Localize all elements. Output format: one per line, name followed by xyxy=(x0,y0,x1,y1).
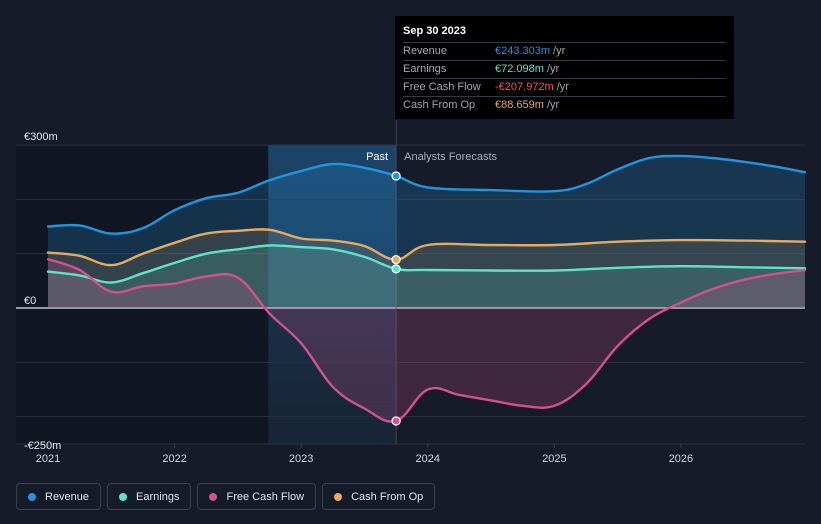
tooltip-label: Cash From Op xyxy=(403,99,476,111)
tooltip-unit: /yr xyxy=(546,99,560,111)
cfo-line xyxy=(46,228,807,267)
legend-item-cash-from-op[interactable]: Cash From Op xyxy=(322,483,436,510)
data-tooltip: Sep 30 2023 Revenue €243.303m /yr Earnin… xyxy=(395,16,734,119)
legend-label: Revenue xyxy=(45,490,90,503)
tooltip-unit: /yr xyxy=(546,63,560,75)
tooltip-label: Free Cash Flow xyxy=(403,81,481,93)
fcf-area xyxy=(48,259,805,422)
legend-label: Cash From Op xyxy=(351,490,424,503)
x-tick-label: 2025 xyxy=(542,453,566,465)
free-cash-flow-dot-icon xyxy=(209,492,218,501)
x-tick-label: 2021 xyxy=(36,453,60,465)
y-axis-label: €0 xyxy=(24,295,36,307)
earnings-area xyxy=(48,245,805,308)
tooltip-label: Revenue xyxy=(403,45,448,57)
earnings-marker xyxy=(391,264,401,274)
x-tick-label: 2026 xyxy=(669,453,693,465)
earnings-dot-icon xyxy=(119,492,128,501)
legend-item-earnings[interactable]: Earnings xyxy=(107,483,192,510)
chart-legend: Revenue Earnings Free Cash Flow Cash Fro… xyxy=(16,483,436,510)
y-axis-label: €300m xyxy=(24,131,58,143)
fcf-line xyxy=(46,257,807,423)
legend-item-free-cash-flow[interactable]: Free Cash Flow xyxy=(197,483,317,510)
past-label: Past xyxy=(366,151,388,163)
x-tick-label: 2022 xyxy=(162,453,186,465)
fcf-marker xyxy=(391,416,401,426)
highlight-band xyxy=(268,145,397,444)
tooltip-unit: /yr xyxy=(556,81,569,93)
legend-item-revenue[interactable]: Revenue xyxy=(16,483,102,510)
tooltip-row-revenue: Revenue €243.303m /yr xyxy=(403,42,726,60)
tooltip-value: €88.659m xyxy=(495,99,544,111)
legend-label: Earnings xyxy=(136,490,180,503)
tooltip-unit: /yr xyxy=(553,45,566,57)
cash-from-op-dot-icon xyxy=(334,492,343,501)
tooltip-value: -€207.972m xyxy=(495,81,554,93)
x-tick-label: 2024 xyxy=(416,453,440,465)
legend-label: Free Cash Flow xyxy=(226,490,305,503)
x-tick-label: 2023 xyxy=(289,453,313,465)
tooltip-value: €72.098m xyxy=(495,63,544,75)
tooltip-date: Sep 30 2023 xyxy=(403,25,466,37)
tooltip-row-earnings: Earnings €72.098m /yr xyxy=(403,60,726,78)
y-axis-label: -€250m xyxy=(24,440,61,452)
tooltip-row-cfo: Cash From Op €88.659m /yr xyxy=(403,96,726,114)
tooltip-value: €243.303m xyxy=(495,45,551,57)
revenue-dot-icon xyxy=(28,492,36,501)
tooltip-label: Earnings xyxy=(403,63,447,75)
tooltip-row-fcf: Free Cash Flow -€207.972m /yr xyxy=(403,78,726,96)
earnings-line xyxy=(46,244,807,284)
forecast-label: Analysts Forecasts xyxy=(404,151,497,163)
revenue-marker xyxy=(391,171,401,181)
cfo-marker xyxy=(391,254,401,265)
